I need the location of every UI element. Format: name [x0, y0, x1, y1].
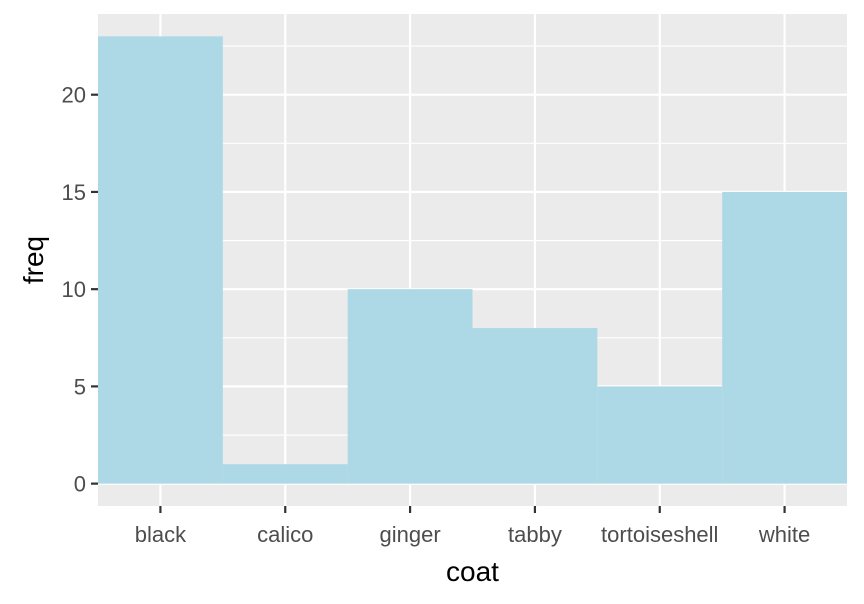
y-tick-label: 15 — [62, 180, 86, 205]
x-axis-title: coat — [446, 556, 499, 587]
x-tick-label: calico — [257, 522, 313, 547]
x-axis-ticks: black calico ginger tabby tortoiseshell white — [135, 506, 810, 547]
y-axis-title: freq — [18, 236, 49, 284]
bar-calico — [222, 464, 348, 484]
y-tick-label: 20 — [62, 83, 86, 108]
bar-tabby — [472, 328, 598, 484]
x-tick-label: black — [135, 522, 187, 547]
bar-tortoiseshell — [597, 386, 723, 484]
y-axis-ticks: 0 5 10 15 20 — [62, 83, 98, 497]
bar-ginger — [347, 289, 473, 484]
x-tick-label: tabby — [508, 522, 562, 547]
x-tick-label: tortoiseshell — [601, 522, 718, 547]
y-tick-label: 5 — [74, 374, 86, 399]
y-tick-label: 0 — [74, 472, 86, 497]
bar-white — [722, 191, 847, 484]
x-tick-label: white — [758, 522, 810, 547]
y-tick-label: 10 — [62, 277, 86, 302]
bar-black — [98, 36, 223, 484]
bars — [98, 36, 847, 484]
x-tick-label: ginger — [380, 522, 441, 547]
